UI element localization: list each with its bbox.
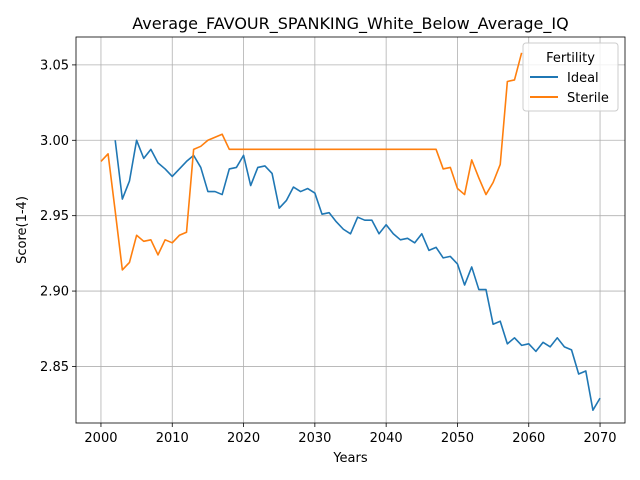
legend: Fertility Ideal Sterile bbox=[522, 42, 619, 112]
y-tick-label: 2.85 bbox=[40, 360, 69, 375]
x-axis: 2000 2010 2020 2030 2040 2050 2060 2070 bbox=[84, 423, 617, 446]
x-tick-label: 2010 bbox=[156, 431, 189, 446]
x-tick-label: 2050 bbox=[441, 431, 474, 446]
legend-label-sterile: Sterile bbox=[567, 91, 609, 106]
x-axis-label: Years bbox=[332, 451, 368, 466]
x-tick-label: 2060 bbox=[512, 431, 545, 446]
y-axis-label: Score(1-4) bbox=[15, 196, 30, 264]
x-tick-label: 2040 bbox=[370, 431, 403, 446]
plot-frame bbox=[75, 36, 626, 424]
series-lines bbox=[100, 52, 601, 411]
x-tick-label: 2000 bbox=[84, 431, 117, 446]
y-tick-label: 2.90 bbox=[40, 285, 69, 300]
x-tick-label: 2070 bbox=[583, 431, 616, 446]
legend-title: Fertility bbox=[546, 51, 595, 66]
legend-box bbox=[522, 42, 619, 112]
y-axis: 2.85 2.90 2.95 3.00 3.05 bbox=[40, 58, 76, 375]
series-line-sterile bbox=[100, 52, 523, 271]
grid-lines bbox=[76, 37, 625, 423]
y-tick-label: 2.95 bbox=[40, 209, 69, 224]
x-tick-label: 2020 bbox=[227, 431, 260, 446]
y-tick-label: 3.05 bbox=[40, 58, 69, 73]
x-tick-label: 2030 bbox=[298, 431, 331, 446]
chart-title: Average_FAVOUR_SPANKING_White_Below_Aver… bbox=[132, 14, 568, 34]
legend-label-ideal: Ideal bbox=[567, 71, 599, 86]
y-tick-label: 3.00 bbox=[40, 134, 69, 149]
series-line-ideal bbox=[114, 139, 601, 411]
